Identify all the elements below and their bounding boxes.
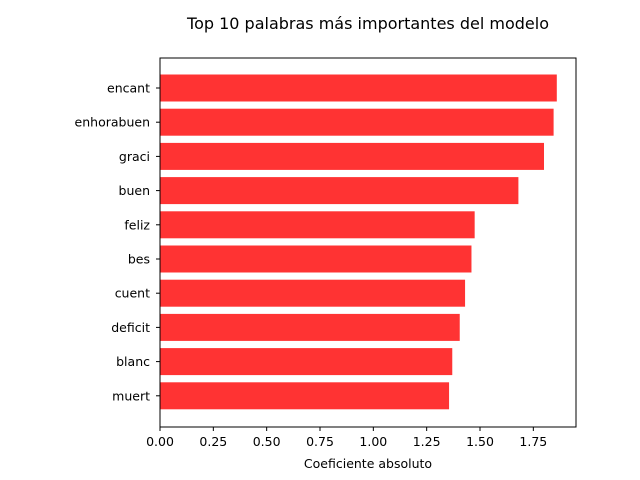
bar-buen bbox=[160, 177, 519, 205]
bar-blanc bbox=[160, 348, 453, 376]
y-tick-label: enhorabuen bbox=[75, 115, 150, 130]
x-tick-label: 0.50 bbox=[253, 434, 281, 449]
x-tick-label: 1.25 bbox=[413, 434, 441, 449]
x-tick-label: 1.75 bbox=[519, 434, 547, 449]
y-tick-label: feliz bbox=[124, 217, 150, 232]
bar-muert bbox=[160, 382, 450, 410]
x-tick-label: 0.00 bbox=[146, 434, 174, 449]
y-tick-label: encant bbox=[107, 81, 150, 96]
bar-cuent bbox=[160, 279, 466, 307]
bar-bes bbox=[160, 245, 472, 273]
bar-feliz bbox=[160, 211, 475, 239]
bars-group bbox=[160, 74, 557, 410]
y-tick-label: blanc bbox=[116, 354, 150, 369]
x-tick-label: 1.50 bbox=[466, 434, 494, 449]
x-axis-ticks: 0.00 0.25 0.50 0.75 1.00 1.25 1.50 1.75 bbox=[146, 427, 547, 449]
y-tick-label: graci bbox=[119, 149, 150, 164]
bar-deficit bbox=[160, 313, 460, 341]
bar-graci bbox=[160, 142, 544, 170]
y-tick-label: deficit bbox=[111, 320, 150, 335]
x-axis-label: Coeficiente absoluto bbox=[304, 456, 432, 471]
bar-enhorabuen bbox=[160, 108, 554, 136]
y-tick-label: cuent bbox=[115, 286, 150, 301]
y-tick-label: muert bbox=[112, 388, 150, 403]
x-tick-label: 0.25 bbox=[199, 434, 227, 449]
y-axis-ticks: encant enhorabuen graci buen feliz bes cuent de… bbox=[75, 81, 160, 403]
x-tick-label: 0.75 bbox=[306, 434, 334, 449]
x-tick-label: 1.00 bbox=[359, 434, 387, 449]
bar-encant bbox=[160, 74, 557, 102]
plot-area-frame bbox=[159, 57, 577, 428]
y-tick-label: buen bbox=[119, 183, 150, 198]
y-tick-label: bes bbox=[128, 252, 150, 267]
chart-title: Top 10 palabras más importantes del mode… bbox=[186, 14, 549, 33]
